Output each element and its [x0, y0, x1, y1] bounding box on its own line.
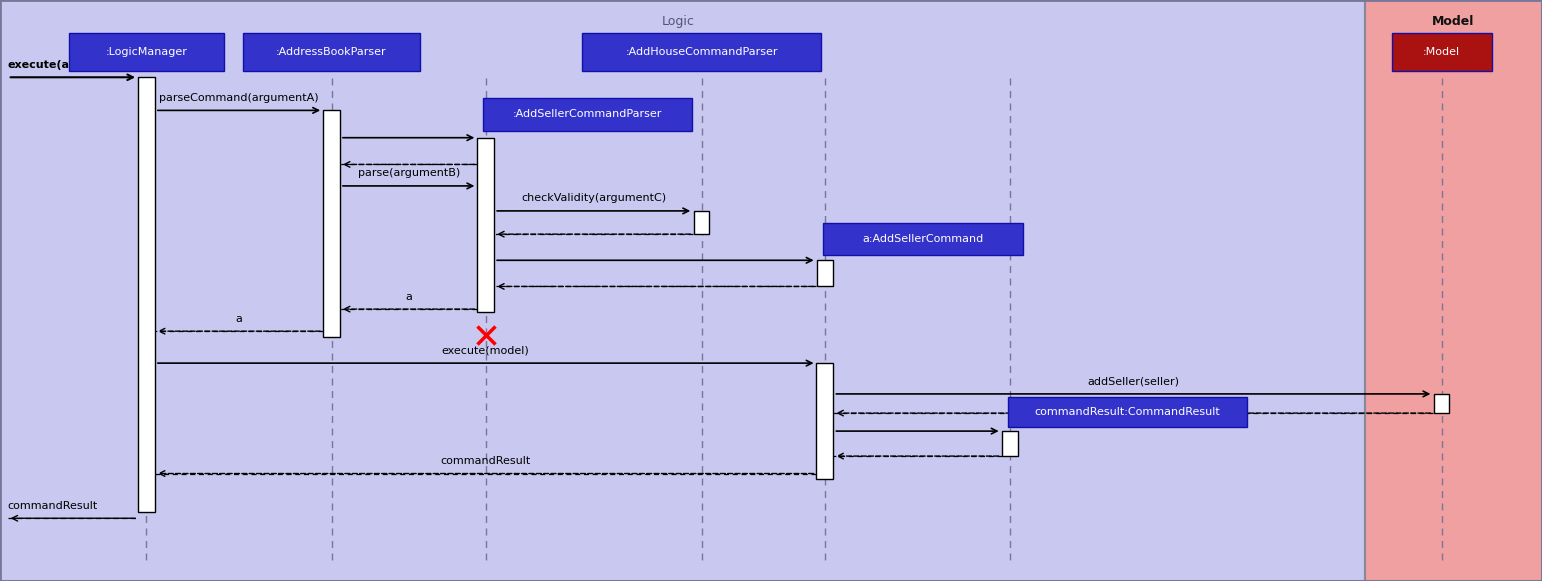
- Text: Logic: Logic: [662, 15, 695, 28]
- FancyBboxPatch shape: [1392, 33, 1491, 71]
- FancyBboxPatch shape: [817, 363, 834, 479]
- FancyBboxPatch shape: [69, 33, 224, 71]
- Text: :AddressBookParser: :AddressBookParser: [276, 47, 387, 58]
- Text: commandResult: commandResult: [441, 456, 530, 466]
- FancyBboxPatch shape: [1002, 431, 1018, 456]
- Text: :AddSellerCommandParser: :AddSellerCommandParser: [513, 109, 662, 120]
- FancyBboxPatch shape: [583, 33, 820, 71]
- Text: :Model: :Model: [1423, 47, 1460, 58]
- Text: a: a: [406, 292, 412, 302]
- Text: Model: Model: [1431, 15, 1474, 28]
- FancyBboxPatch shape: [137, 77, 154, 512]
- FancyBboxPatch shape: [1365, 0, 1542, 581]
- Text: addSeller(seller): addSeller(seller): [1087, 376, 1180, 386]
- FancyBboxPatch shape: [1008, 397, 1246, 427]
- FancyBboxPatch shape: [478, 138, 493, 312]
- Text: commandResult: commandResult: [8, 501, 99, 511]
- Text: :AddHouseCommandParser: :AddHouseCommandParser: [626, 47, 777, 58]
- Text: execute(model): execute(model): [443, 346, 529, 356]
- FancyBboxPatch shape: [694, 211, 709, 234]
- Text: a:AddSellerCommand: a:AddSellerCommand: [862, 234, 984, 244]
- FancyBboxPatch shape: [1434, 394, 1449, 413]
- Text: :LogicManager: :LogicManager: [105, 47, 188, 58]
- FancyBboxPatch shape: [244, 33, 419, 71]
- Text: parse(argumentB): parse(argumentB): [358, 168, 460, 178]
- FancyBboxPatch shape: [817, 260, 833, 286]
- Text: execute(argumentA): execute(argumentA): [8, 60, 137, 70]
- FancyBboxPatch shape: [483, 98, 691, 131]
- Text: parseCommand(argumentA): parseCommand(argumentA): [159, 93, 319, 103]
- Text: checkValidity(argumentC): checkValidity(argumentC): [521, 193, 666, 203]
- FancyBboxPatch shape: [823, 223, 1024, 254]
- Text: commandResult:CommandResult: commandResult:CommandResult: [1035, 407, 1220, 417]
- FancyBboxPatch shape: [322, 110, 339, 337]
- FancyBboxPatch shape: [0, 0, 1365, 581]
- Text: a: a: [236, 314, 242, 324]
